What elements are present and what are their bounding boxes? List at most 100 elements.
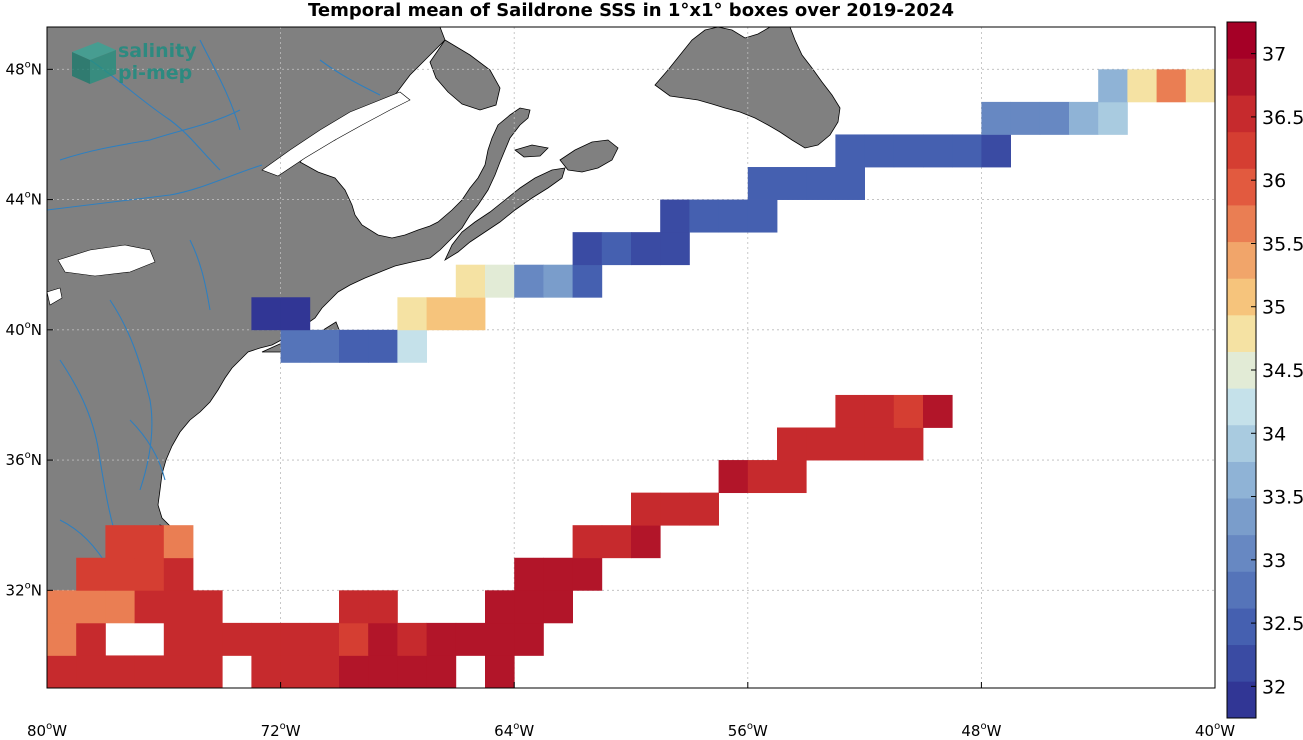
x-tick-label: 72oW — [261, 721, 301, 740]
salinity-cell — [514, 590, 544, 624]
colorbar-tick-label: 34 — [1262, 423, 1286, 445]
salinity-cell — [426, 622, 457, 656]
y-tick-label: 40oN — [6, 320, 42, 339]
colorbar-swatch — [1227, 461, 1256, 499]
salinity-cell — [835, 167, 865, 200]
salinity-cell — [485, 264, 515, 298]
salinity-cell — [76, 655, 106, 688]
salinity-cell — [1010, 101, 1041, 135]
salinity-cell — [864, 134, 895, 168]
colorbar-swatch — [1227, 95, 1256, 133]
salinity-cell — [718, 199, 749, 233]
colorbar-swatch — [1227, 22, 1256, 59]
colorbar-swatch — [1227, 131, 1256, 169]
salinity-cell — [864, 394, 895, 428]
salinity-cell — [76, 557, 106, 591]
colorbar-tick-label: 33 — [1262, 550, 1286, 572]
salinity-cell — [193, 590, 223, 624]
salinity-cell — [163, 655, 194, 688]
salinity-cell — [835, 134, 865, 168]
salinity-cell — [631, 232, 661, 266]
colorbar-swatch — [1227, 498, 1256, 536]
colorbar-swatch — [1227, 534, 1256, 572]
salinity-cell — [134, 655, 165, 688]
salinity-cell — [514, 264, 544, 298]
colorbar-swatch — [1227, 315, 1256, 352]
plot-area: salinity pi-mep — [47, 27, 1215, 688]
y-axis: 32oN 36oN 40oN 44oN 48oN — [6, 59, 53, 599]
salinity-cell — [631, 525, 661, 559]
colorbar-tick-label: 36.5 — [1262, 107, 1303, 129]
y-tick-label: 44oN — [6, 190, 42, 209]
salinity-cell — [309, 329, 340, 363]
salinity-cell — [134, 590, 165, 624]
salinity-cell — [835, 394, 865, 428]
salinity-cell — [543, 264, 573, 298]
salinity-cell — [397, 655, 427, 688]
salinity-cell — [105, 525, 135, 559]
salinity-cell — [572, 264, 603, 298]
salinity-cell — [631, 492, 661, 526]
salinity-cell — [952, 134, 982, 168]
salinity-cell — [339, 655, 369, 688]
salinity-cell — [455, 264, 486, 298]
salinity-cell — [163, 525, 194, 559]
salinity-cell — [193, 655, 223, 688]
salinity-cell — [76, 622, 106, 656]
colorbar-tick-label: 32 — [1262, 676, 1286, 698]
salinity-cell — [309, 622, 340, 656]
x-tick-label: 80oW — [27, 721, 67, 740]
rivers — [47, 39, 381, 571]
y-tick-label: 36oN — [6, 450, 42, 469]
salinity-cell — [47, 590, 77, 624]
salinity-cell — [543, 590, 573, 624]
salinity-cell — [893, 394, 924, 428]
salinity-cell — [105, 557, 135, 591]
st-lawrence-estuary — [261, 91, 411, 177]
colorbar-swatch — [1227, 571, 1256, 609]
land-cape-breton — [559, 139, 619, 173]
x-tick-label: 64oW — [494, 721, 534, 740]
salinity-cell — [806, 427, 836, 461]
salinity-cell — [485, 622, 515, 656]
salinity-cell — [777, 460, 807, 494]
y-tick-label: 32oN — [6, 580, 42, 599]
x-tick-label: 40oW — [1195, 721, 1235, 740]
salinity-cell — [601, 232, 632, 266]
salinity-cell — [163, 622, 194, 656]
salinity-cell — [572, 232, 603, 266]
salinity-cell — [455, 297, 486, 331]
salinity-cell — [1098, 101, 1128, 135]
salinity-cell — [368, 329, 398, 363]
salinity-cell — [777, 427, 807, 461]
map-title: Temporal mean of Saildrone SSS in 1°x1° … — [308, 0, 954, 21]
colorbar-tick-label: 36 — [1262, 170, 1286, 192]
colorbar-swatch — [1227, 644, 1256, 682]
salinity-cell — [893, 134, 924, 168]
land-nova-scotia — [444, 167, 566, 262]
salinity-cell — [280, 329, 311, 363]
salinity-cell — [514, 622, 544, 656]
salinity-cell — [280, 622, 311, 656]
salinity-cell — [193, 622, 223, 656]
salinity-cell — [1156, 69, 1187, 103]
salinity-cell — [251, 297, 281, 331]
salinity-cell — [426, 297, 457, 331]
colorbar-swatch — [1227, 205, 1256, 243]
salinity-cell — [339, 622, 369, 656]
salinity-cell — [1127, 69, 1157, 103]
colorbar-tick-label: 35 — [1262, 297, 1286, 319]
salinity-cell — [485, 590, 515, 624]
salinity-cell — [864, 427, 895, 461]
salinity-cell — [806, 167, 836, 200]
salinity-cell — [1098, 69, 1128, 103]
salinity-cell — [689, 492, 719, 526]
colorbar-swatch — [1227, 168, 1256, 206]
salinity-cell — [660, 199, 690, 233]
colorbar: 32 32.5 33 33.5 34 34.5 35 35.5 36 36.5 37 — [1226, 21, 1303, 719]
salinity-cell — [105, 655, 135, 688]
salinity-cell — [309, 655, 340, 688]
salinity-cell — [718, 460, 749, 494]
salinity-cell — [981, 134, 1011, 168]
salinity-cell — [251, 655, 281, 688]
